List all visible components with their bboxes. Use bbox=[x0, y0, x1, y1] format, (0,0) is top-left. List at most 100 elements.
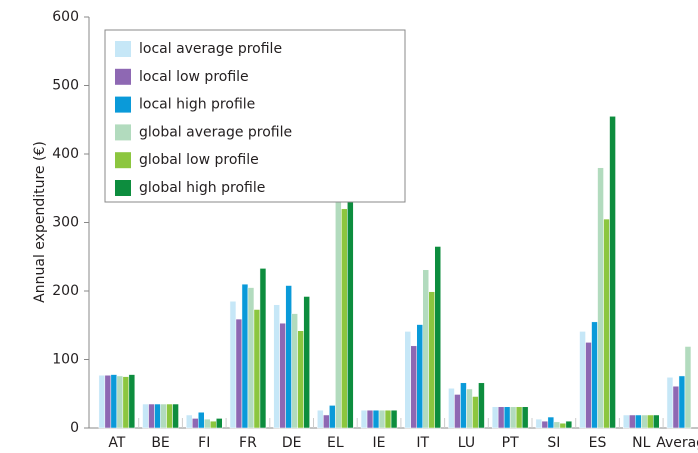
bar bbox=[609, 116, 616, 429]
bar bbox=[259, 268, 267, 429]
legend-swatch bbox=[115, 124, 131, 141]
bar bbox=[279, 322, 286, 429]
bar bbox=[372, 409, 380, 429]
legend-label: local high profile bbox=[139, 97, 255, 113]
bar bbox=[229, 301, 237, 429]
bar bbox=[428, 291, 435, 429]
bar bbox=[434, 246, 441, 429]
legend-swatch bbox=[115, 152, 131, 169]
x-tick-label: PT bbox=[502, 435, 519, 451]
bar bbox=[154, 403, 161, 429]
bar bbox=[166, 403, 173, 429]
legend-box bbox=[104, 29, 406, 203]
bar bbox=[241, 283, 249, 429]
bar bbox=[603, 218, 610, 429]
bar bbox=[235, 318, 243, 429]
bar bbox=[521, 406, 529, 429]
bar bbox=[98, 375, 106, 429]
bar bbox=[684, 346, 692, 429]
x-tick-label: DE bbox=[282, 435, 302, 451]
legend-label: local average profile bbox=[139, 41, 282, 57]
legend-label: local low profile bbox=[139, 69, 249, 85]
bar bbox=[186, 414, 193, 429]
bar bbox=[672, 385, 680, 429]
bar bbox=[454, 394, 461, 429]
bar bbox=[384, 409, 392, 429]
x-tick-label: IT bbox=[416, 435, 429, 451]
y-tick-label: 100 bbox=[52, 352, 79, 368]
x-tick-label: BE bbox=[151, 435, 169, 451]
bar bbox=[635, 414, 642, 429]
y-tick-label: 500 bbox=[52, 78, 79, 94]
bar bbox=[535, 418, 543, 429]
x-tick-label: IE bbox=[373, 435, 386, 451]
bar bbox=[585, 342, 592, 429]
bar bbox=[160, 403, 167, 429]
bar bbox=[553, 421, 561, 429]
bar bbox=[497, 406, 505, 429]
bar bbox=[317, 409, 324, 429]
bar bbox=[110, 374, 118, 429]
bar bbox=[547, 416, 555, 429]
legend-label: global low profile bbox=[139, 152, 259, 168]
legend-swatch bbox=[115, 68, 131, 85]
y-tick-label: 200 bbox=[52, 283, 79, 299]
bar bbox=[623, 414, 630, 429]
bar bbox=[641, 414, 648, 429]
x-tick-label: EL bbox=[327, 435, 344, 451]
bar bbox=[472, 396, 479, 429]
bar bbox=[653, 414, 660, 429]
x-tick-label: SI bbox=[547, 435, 560, 451]
bar bbox=[142, 403, 149, 429]
bar bbox=[422, 269, 429, 429]
bar bbox=[559, 422, 567, 429]
bar bbox=[565, 420, 573, 429]
y-tick-label: 300 bbox=[52, 215, 79, 231]
x-tick-label: ES bbox=[589, 435, 607, 451]
bar bbox=[509, 406, 517, 429]
bar bbox=[329, 405, 336, 429]
bar bbox=[416, 324, 423, 429]
bar bbox=[323, 414, 330, 429]
x-tick-label: LU bbox=[458, 435, 475, 451]
bar bbox=[591, 321, 598, 429]
x-tick-label: FR bbox=[239, 435, 257, 451]
bar bbox=[448, 388, 455, 429]
bar bbox=[390, 409, 398, 429]
y-tick-label: 400 bbox=[52, 146, 79, 162]
bar bbox=[478, 382, 485, 429]
legend-label: global average profile bbox=[139, 124, 292, 140]
bar bbox=[629, 414, 636, 429]
bar bbox=[285, 285, 292, 429]
bar bbox=[216, 418, 223, 429]
bar bbox=[503, 406, 511, 429]
bar bbox=[366, 409, 374, 429]
x-tick-label: Average bbox=[656, 435, 698, 451]
x-tick-label: AT bbox=[108, 435, 125, 451]
bar bbox=[104, 375, 112, 429]
x-tick-label: NL bbox=[632, 435, 650, 451]
bar bbox=[291, 313, 298, 429]
bar bbox=[647, 414, 654, 429]
bar bbox=[273, 304, 280, 429]
bar bbox=[198, 411, 205, 429]
bar bbox=[666, 377, 674, 429]
bar bbox=[466, 388, 473, 429]
x-tick-label: FI bbox=[198, 435, 210, 451]
legend: local average profile local low profile lo… bbox=[104, 29, 406, 203]
bar bbox=[541, 420, 549, 429]
legend-swatch bbox=[115, 41, 131, 57]
bar bbox=[297, 330, 304, 429]
bar bbox=[515, 406, 523, 429]
bar bbox=[341, 208, 348, 429]
legend-swatch bbox=[115, 96, 131, 113]
bar bbox=[116, 375, 124, 429]
bar bbox=[148, 403, 155, 429]
bar bbox=[172, 403, 179, 429]
bar bbox=[378, 409, 386, 429]
bar bbox=[192, 418, 199, 429]
bar bbox=[579, 331, 586, 429]
bar bbox=[204, 418, 211, 429]
bar bbox=[460, 382, 467, 429]
